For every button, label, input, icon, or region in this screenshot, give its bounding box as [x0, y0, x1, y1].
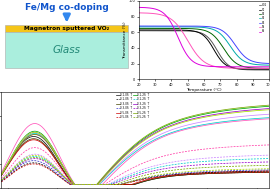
Text: Glass: Glass [53, 45, 81, 55]
Text: Magnetron sputtered VO₂: Magnetron sputtered VO₂ [24, 26, 109, 31]
Text: Fe/Mg co-doping: Fe/Mg co-doping [25, 2, 109, 12]
X-axis label: Temperature (°C): Temperature (°C) [186, 88, 222, 92]
Y-axis label: Transmittance (%): Transmittance (%) [123, 21, 127, 59]
Bar [5, 32, 128, 68]
Legend: VO2, S1, S2, S3, S4, S5, S6: VO2, S1, S2, S3, S4, S5, S6 [258, 2, 268, 34]
Legend: 0.1-0S  T, 0.1-0S  T, 0.3-0S  T, 0.3-0S  T, 0.5-0S  T, 0.5-0S  T, 0.1-2S  T, 0.1: 0.1-0S T, 0.1-0S T, 0.3-0S T, 0.3-0S T, … [115, 92, 151, 120]
Bar [5, 25, 128, 32]
